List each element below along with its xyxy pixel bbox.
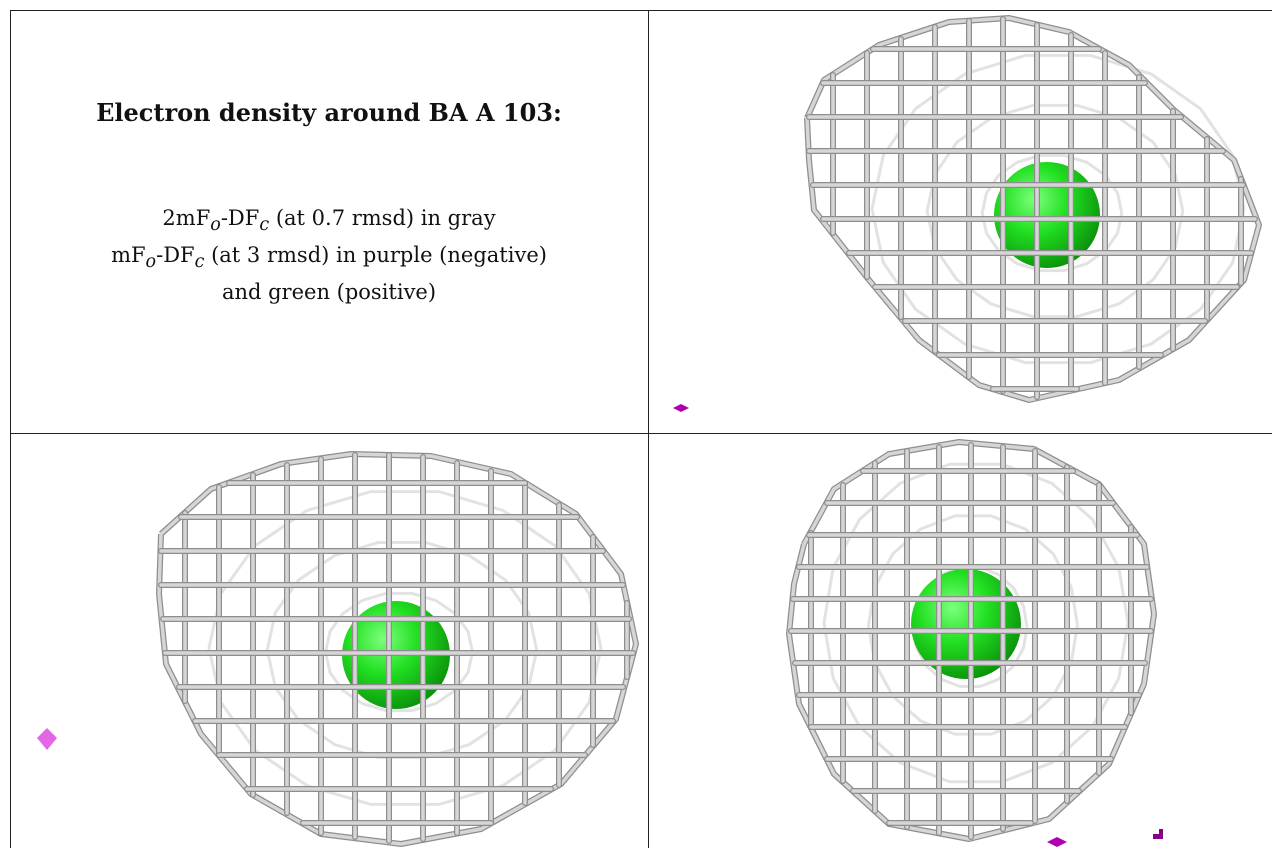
- density-mesh-icon: [786, 439, 1157, 842]
- density-view-1: [673, 15, 1262, 412]
- negative-density-fragment-icon: [1153, 829, 1163, 839]
- negative-density-blob-icon: [1047, 837, 1067, 847]
- table-border-top: [10, 10, 1272, 11]
- caption-line-2: mFo-DFc (at 3 rmsd) in purple (negative): [111, 243, 547, 273]
- density-view-3: [786, 439, 1163, 847]
- figure-table: Electron density around BA A 103: 2mFo-D…: [10, 10, 1272, 848]
- mesh-contour: [870, 53, 1246, 365]
- mesh-contour: [822, 462, 1130, 784]
- caption-title: Electron density around BA A 103:: [96, 98, 562, 127]
- table-border-left: [10, 10, 11, 848]
- mesh-contour: [207, 490, 603, 806]
- table-border-middle: [10, 433, 1272, 434]
- caption-cell: Electron density around BA A 103: 2mFo-D…: [10, 10, 648, 433]
- density-view-2: [37, 451, 639, 847]
- view-bottom-right: [649, 434, 1272, 848]
- caption-line-1: 2mFo-DFc (at 0.7 rmsd) in gray: [162, 206, 496, 236]
- mesh-contour: [980, 153, 1124, 273]
- negative-density-blob-icon: [37, 728, 57, 750]
- view-top-right: [649, 10, 1272, 433]
- mesh-contour: [867, 514, 1079, 736]
- caption-line-3: and green (positive): [221, 280, 437, 305]
- negative-density-blob-icon: [673, 404, 689, 412]
- caption-description: 2mFo-DFc (at 0.7 rmsd) in gray mFo-DFc (…: [10, 203, 648, 307]
- mesh-contour: [157, 452, 638, 846]
- table-border-center: [648, 10, 649, 848]
- mesh-contour: [787, 440, 1156, 841]
- view-bottom-left: [11, 434, 648, 848]
